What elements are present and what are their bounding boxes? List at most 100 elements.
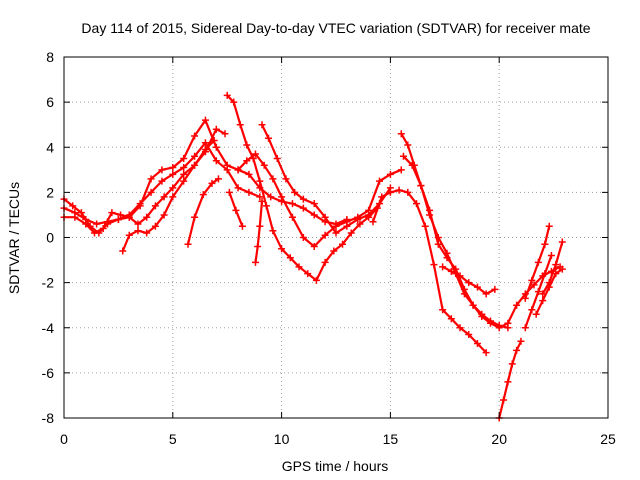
data-point [191,152,199,160]
data-point [299,204,307,212]
data-point [180,155,188,163]
data-point [278,245,286,253]
data-point [93,220,101,228]
data-point [530,281,538,289]
data-point [147,188,155,196]
data-point [347,229,355,237]
data-point [267,193,275,201]
data-point [299,234,307,241]
data-point [521,324,529,332]
data-point [169,170,177,178]
series-track-7 [258,121,394,237]
data-point [288,200,296,208]
y-tick-label: -8 [42,410,55,426]
y-tick-label: 4 [46,139,54,155]
data-point [482,290,490,298]
data-point [500,396,508,404]
data-point [143,213,151,221]
data-point [434,234,442,241]
data-point [547,252,555,260]
data-point [478,310,486,318]
data-point [260,161,268,169]
tick-layer: 0 5 10 15 20 25 -8 -6 -4 -2 0 2 4 6 8 [42,49,616,447]
x-tick-label: 20 [491,431,507,447]
data-point [534,288,542,296]
data-point [421,222,429,230]
series-track-17 [521,222,553,302]
data-point [134,227,142,235]
data-point [332,229,340,237]
y-tick-label: 6 [46,94,54,110]
data-point [234,184,242,192]
data-point [169,193,177,201]
series-track-4 [119,125,229,255]
series-track-10 [225,188,246,230]
y-tick-label: 0 [46,230,54,246]
y-axis-label: SDTVAR / TECUs [6,182,22,294]
series-track-13 [399,152,512,332]
data-point [136,202,144,210]
data-point [243,141,251,149]
data-point [147,175,155,183]
data-point [473,283,481,291]
data-point [528,306,536,314]
data-point [191,161,199,169]
data-point [395,186,403,194]
data-point [269,227,277,235]
data-point [456,272,464,280]
data-point [251,258,259,266]
data-point [225,188,233,196]
x-tick-label: 15 [383,431,399,447]
data-point [321,258,329,266]
data-point [254,243,262,251]
data-point [447,315,455,323]
data-point [343,218,351,226]
series-line [226,94,379,282]
data-point [269,175,277,183]
data-point [310,200,318,208]
series-line [254,200,264,264]
data-point [245,170,253,178]
data-point [482,349,490,357]
data-point [180,177,188,185]
data-point [439,306,447,314]
data-point [558,265,566,273]
x-tick-label: 5 [169,431,177,447]
data-point [378,193,386,201]
series-line [186,177,220,246]
data-point [434,240,442,248]
data-point [517,337,525,345]
data-point [223,91,231,99]
data-point [184,240,192,248]
data-point [256,193,264,201]
y-tick-label: 8 [46,49,54,65]
series-line [498,340,523,420]
data-point [545,283,553,291]
x-tick-label: 10 [274,431,290,447]
data-point [143,229,151,237]
data-point [397,130,405,138]
x-tick-label: 25 [600,431,616,447]
data-point [486,317,494,325]
data-point [125,213,133,221]
data-point [534,258,542,266]
data-point [521,294,529,302]
data-point [330,247,338,255]
data-point [456,324,464,332]
y-tick-label: -4 [42,320,55,336]
data-point [232,206,240,214]
data-point [114,215,122,223]
data-point [214,175,222,183]
data-point [365,206,373,214]
data-point [356,220,364,228]
data-point [201,139,209,147]
data-point [278,193,286,201]
data-point [473,340,481,348]
data-point [386,188,394,196]
data-point [199,191,207,199]
data-point [408,161,416,169]
series-track-12 [397,130,564,332]
data-point [465,331,473,339]
data-point [430,261,438,269]
